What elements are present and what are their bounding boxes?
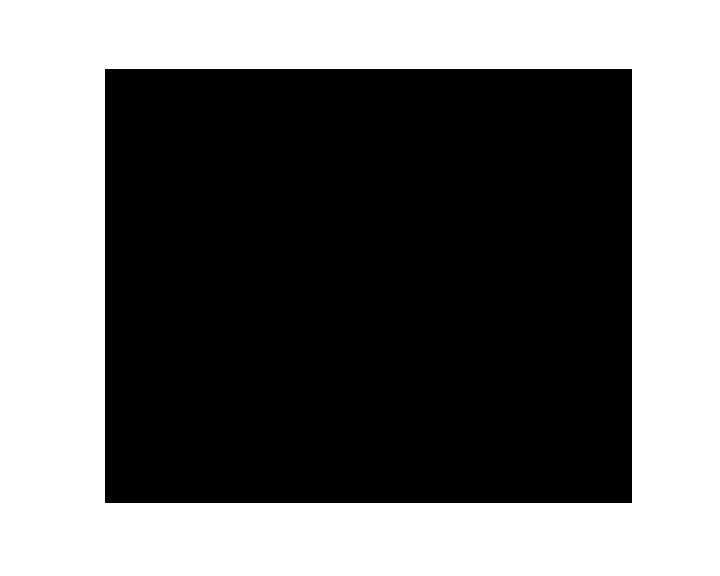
word-cloud-canvas	[105, 69, 632, 503]
word-cloud	[105, 69, 632, 503]
